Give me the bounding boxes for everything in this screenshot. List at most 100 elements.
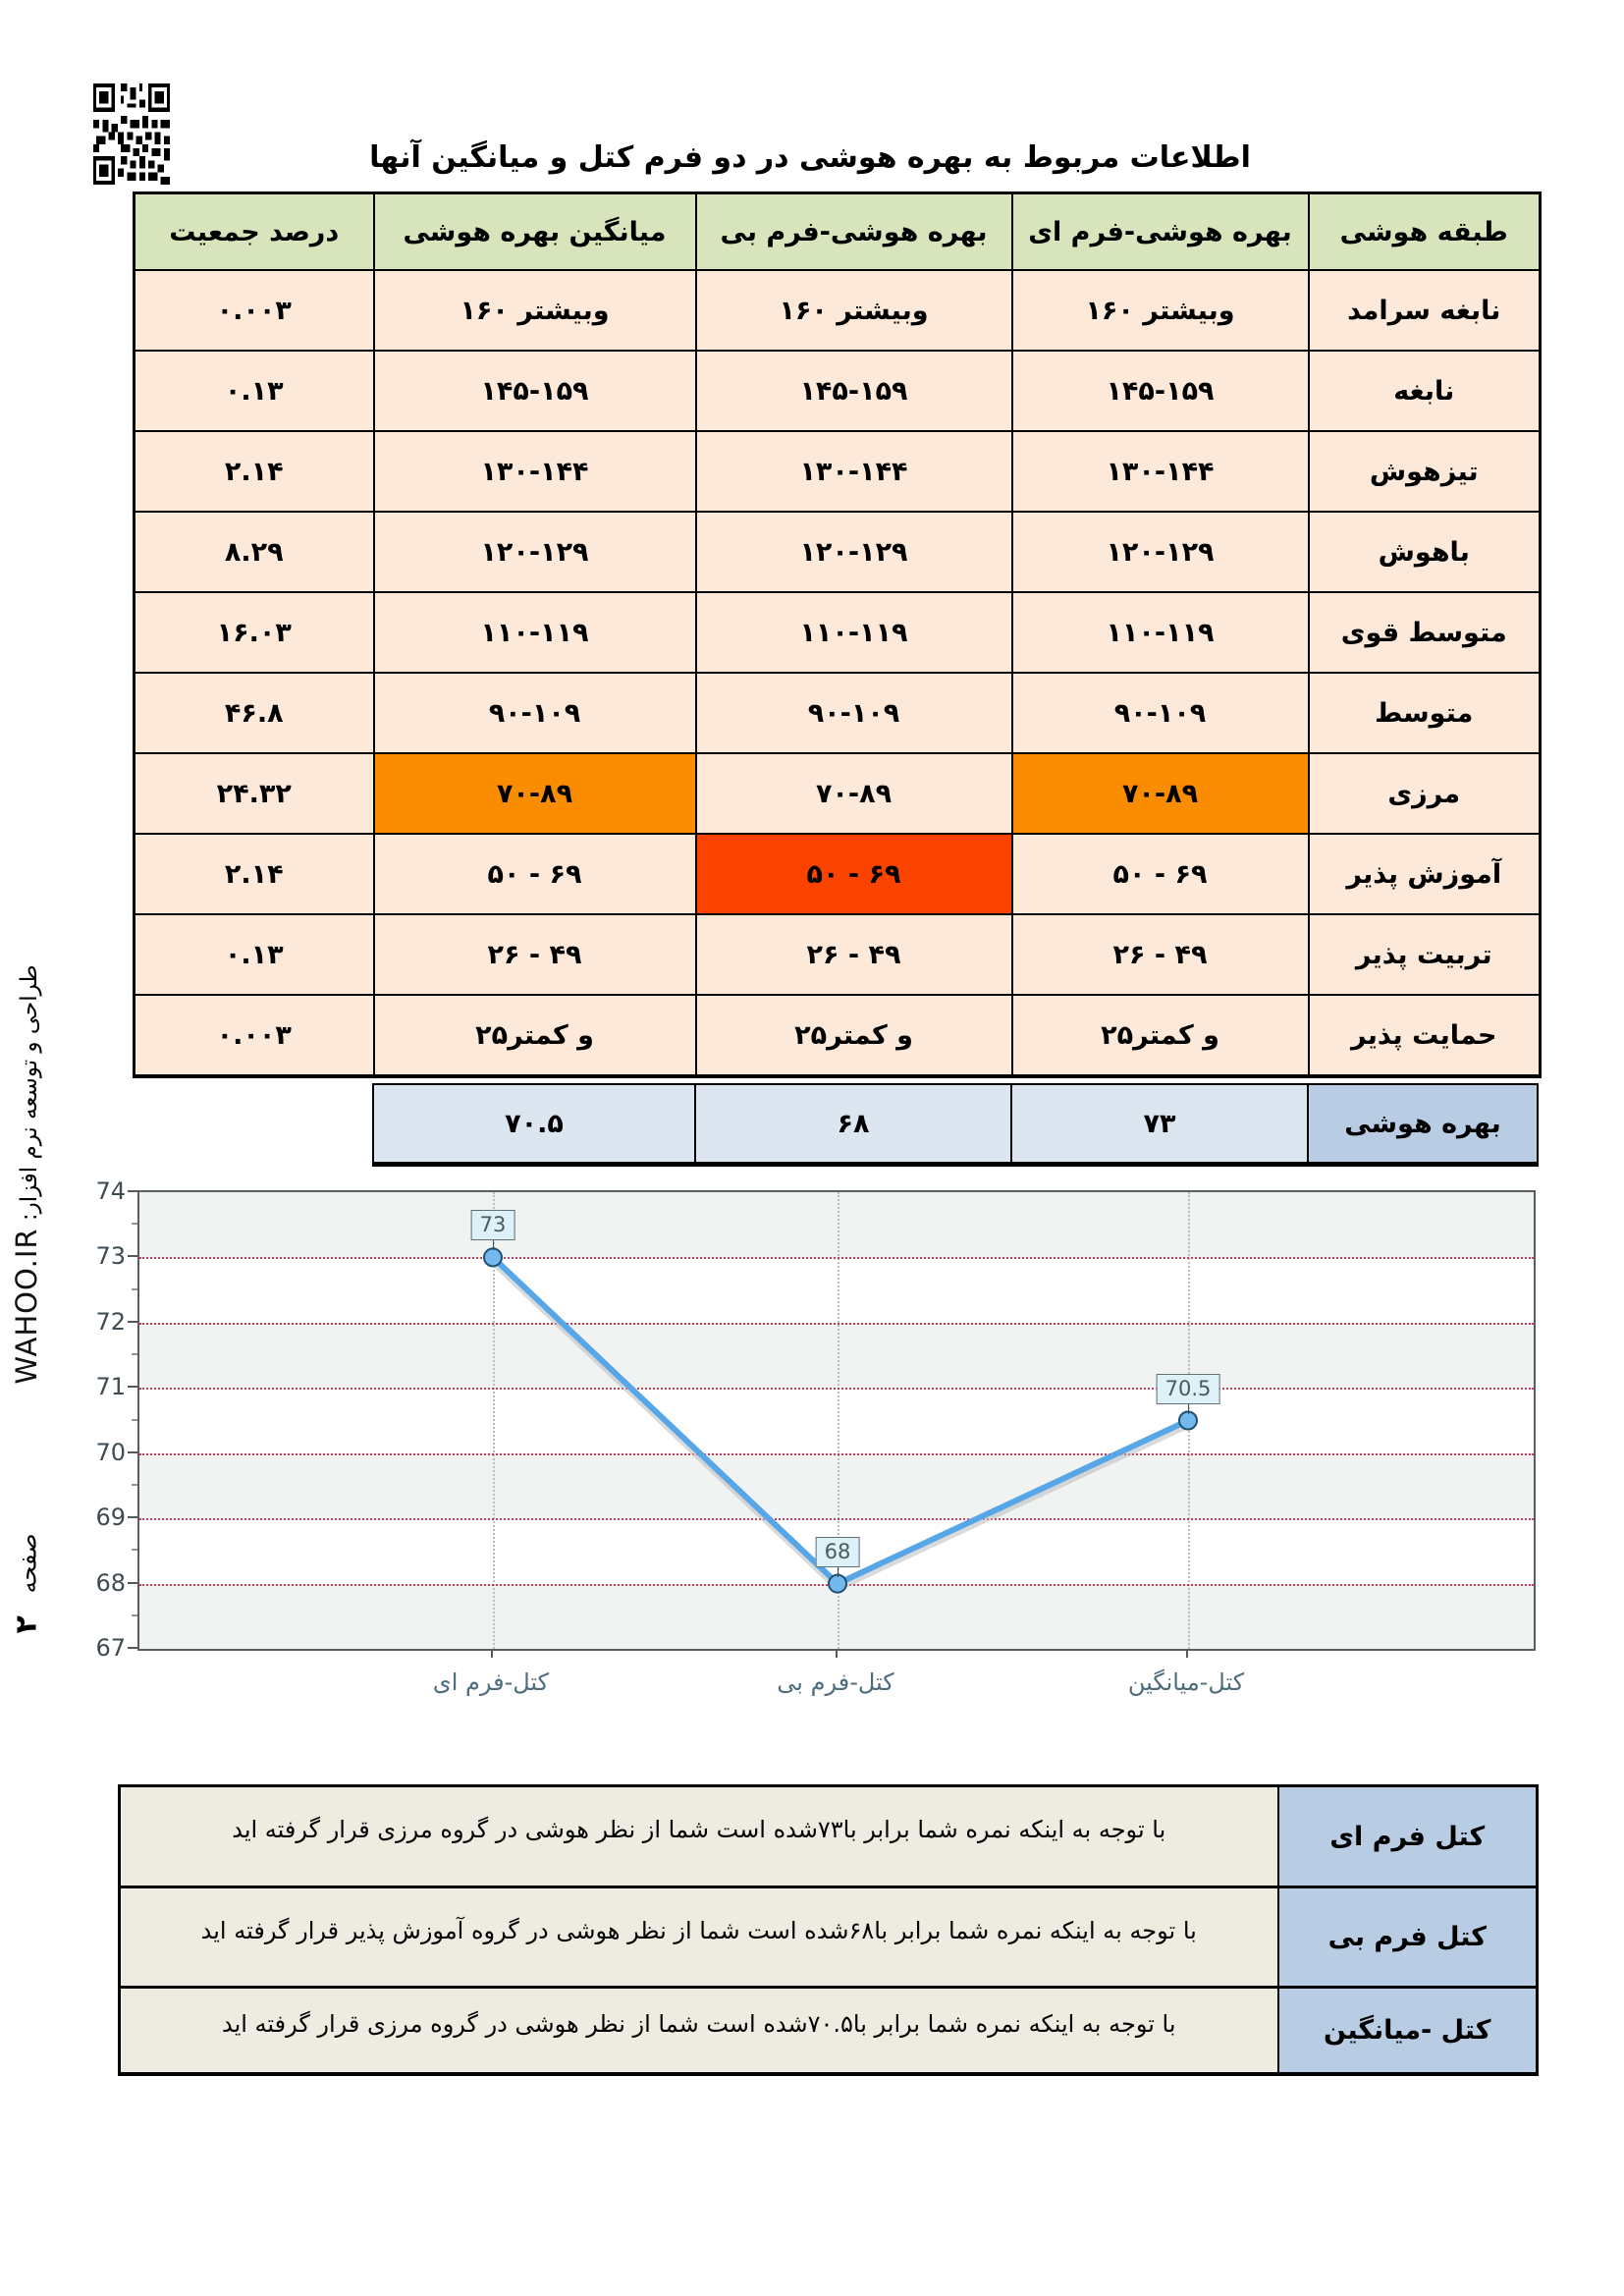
- iq-table-cell-form_b: ۱۱۰-۱۱۹: [694, 591, 1013, 674]
- qr-code: [93, 83, 170, 185]
- iq-table-cell-mean: ۱۲۰-۱۲۹: [372, 511, 697, 593]
- iq-table-cell-class: نابغه سرامد: [1307, 269, 1542, 352]
- iq-summary-row: بهره هوشی ۷۳ ۶۸ ۷۰.۵: [372, 1083, 1539, 1167]
- x-axis-label: کتل-میانگین: [1127, 1668, 1245, 1696]
- iq-table-row: مرزی ۷۰-۸۹ ۷۰-۸۹ ۷۰-۸۹ ۲۴.۳۲: [133, 752, 1542, 835]
- iq-table-cell-percent: ۰.۰۰۳: [133, 994, 375, 1078]
- iq-table-cell-mean: ۱۳۰-۱۴۴: [372, 430, 697, 513]
- iq-table-cell-form_a: ۱۱۰-۱۱۹: [1010, 591, 1310, 674]
- iq-table-cell-form_a: وبیشتر ۱۶۰: [1010, 269, 1310, 352]
- iq-table-cell-form_b: ۹۰-۱۰۹: [694, 672, 1013, 754]
- summary-cell-label: بهره هوشی: [1307, 1083, 1539, 1166]
- summary-cell-form_b: ۶۸: [694, 1083, 1012, 1166]
- iq-table-cell-form_a: ۹۰-۱۰۹: [1010, 672, 1310, 754]
- iq-classification-table: طبقه هوشی بهره هوشی-فرم ای بهره هوشی-فرم ب…: [133, 191, 1542, 1078]
- y-axis-label: 74: [95, 1177, 126, 1205]
- y-axis-minor-tick: [132, 1418, 137, 1421]
- iq-table-cell-form_a: ۷۰-۸۹: [1010, 752, 1310, 835]
- results-label-cell: کتل فرم ای: [1276, 1784, 1539, 1888]
- iq-table-cell-form_b: و کمتر۲۵: [694, 994, 1013, 1078]
- iq-line-chart: 73 68 70.5 74 73 72 71 70 69 68 67 کتل-فرم ای کتل-ف…: [95, 1177, 1536, 1696]
- y-axis-tick: [128, 1647, 137, 1649]
- y-axis-minor-tick: [132, 1483, 137, 1486]
- y-axis-label: 68: [95, 1568, 126, 1597]
- iq-table-cell-mean: ۵۰ - ۶۹: [372, 833, 697, 915]
- iq-table-cell-form_b: وبیشتر ۱۶۰: [694, 269, 1013, 352]
- data-point-label: 70.5: [1156, 1373, 1220, 1404]
- y-axis-minor-tick: [132, 1287, 137, 1290]
- results-text-cell: با توجه به اینکه نمره شما برابر با۷۳شده …: [118, 1784, 1279, 1888]
- iq-table-row: آموزش پذیر ۵۰ - ۶۹ ۵۰ - ۶۹ ۵۰ - ۶۹ ۲.۱۴: [133, 833, 1542, 915]
- y-axis-label: 70: [95, 1438, 126, 1466]
- chart-gridline: [139, 1322, 1534, 1325]
- iq-table-row: متوسط ۹۰-۱۰۹ ۹۰-۱۰۹ ۹۰-۱۰۹ ۴۶.۸: [133, 672, 1542, 754]
- iq-table-cell-mean: ۱۴۵-۱۵۹: [372, 350, 697, 432]
- iq-table-cell-form_b: ۱۴۵-۱۵۹: [694, 350, 1013, 432]
- x-axis-tick: [836, 1649, 838, 1658]
- results-row: کتل فرم بی با توجه به اینکه نمره شما براب…: [118, 1886, 1539, 1989]
- data-point-label: 73: [470, 1210, 515, 1241]
- page-number-value: ۲: [9, 1615, 44, 1634]
- iq-table-header-cell: طبقه هوشی: [1307, 191, 1542, 271]
- iq-table-cell-form_a: ۱۲۰-۱۲۹: [1010, 511, 1310, 593]
- chart-band: [139, 1192, 1534, 1258]
- y-axis-tick: [128, 1516, 137, 1519]
- iq-table-cell-mean: و کمتر۲۵: [372, 994, 697, 1078]
- iq-table-cell-form_b: ۱۲۰-۱۲۹: [694, 511, 1013, 593]
- iq-table-cell-class: حمایت پذیر: [1307, 994, 1542, 1078]
- iq-table-cell-form_b: ۵۰ - ۶۹: [694, 833, 1013, 915]
- y-axis-tick: [128, 1450, 137, 1453]
- x-axis-tick: [1186, 1649, 1188, 1658]
- iq-table-row: تربیت پذیر ۲۶ - ۴۹ ۲۶ - ۴۹ ۲۶ - ۴۹ ۰.۱۳: [133, 913, 1542, 996]
- iq-table-header-cell: بهره هوشی-فرم ای: [1010, 191, 1310, 271]
- iq-table-cell-form_a: ۱۴۵-۱۵۹: [1010, 350, 1310, 432]
- results-table: کتل فرم ای با توجه به اینکه نمره شما براب…: [118, 1784, 1539, 2076]
- iq-table-cell-form_b: ۱۳۰-۱۴۴: [694, 430, 1013, 513]
- iq-table-cell-mean: ۹۰-۱۰۹: [372, 672, 697, 754]
- iq-table-cell-class: تربیت پذیر: [1307, 913, 1542, 996]
- iq-table-cell-percent: ۲۴.۳۲: [133, 752, 375, 835]
- data-point-marker: [828, 1573, 847, 1594]
- iq-table-cell-form_a: ۵۰ - ۶۹: [1010, 833, 1310, 915]
- iq-table-cell-class: تیزهوش: [1307, 430, 1542, 513]
- iq-table-cell-class: آموزش پذیر: [1307, 833, 1542, 915]
- results-label-cell: کتل -میانگین: [1276, 1986, 1539, 2076]
- y-axis-label: 71: [95, 1373, 126, 1401]
- iq-table-cell-mean: ۲۶ - ۴۹: [372, 913, 697, 996]
- data-label-connector: [838, 1566, 839, 1577]
- results-text-cell: با توجه به اینکه نمره شما برابر با۶۸شده …: [118, 1886, 1279, 1989]
- iq-table-cell-percent: ۰.۰۰۳: [133, 269, 375, 352]
- sidebar-credit: طراحی و توسعه نرم افزار: WAHOO.IR: [10, 904, 49, 1445]
- page-title: اطلاعات مربوط به بهره هوشی در دو فرم کتل…: [369, 140, 1251, 175]
- iq-table-cell-percent: ۰.۱۳: [133, 913, 375, 996]
- chart-category-line: [838, 1192, 839, 1649]
- results-text-cell: با توجه به اینکه نمره شما برابر با۷۰.۵شد…: [118, 1986, 1279, 2076]
- iq-table-row: باهوش ۱۲۰-۱۲۹ ۱۲۰-۱۲۹ ۱۲۰-۱۲۹ ۸.۲۹: [133, 511, 1542, 593]
- iq-table-cell-percent: ۰.۱۳: [133, 350, 375, 432]
- iq-table-cell-class: متوسط قوی: [1307, 591, 1542, 674]
- iq-table-row: نابغه سرامد وبیشتر ۱۶۰ وبیشتر ۱۶۰ وبیشتر ۱۶…: [133, 269, 1542, 352]
- page-number: صفحه ۲: [10, 1515, 44, 1653]
- iq-table-cell-form_b: ۲۶ - ۴۹: [694, 913, 1013, 996]
- x-axis-label: کتل-فرم بی: [777, 1668, 894, 1696]
- data-label-connector: [493, 1240, 494, 1251]
- iq-table-header-cell: درصد جمعیت: [133, 191, 375, 271]
- iq-table-header-row: طبقه هوشی بهره هوشی-فرم ای بهره هوشی-فرم ب…: [133, 191, 1542, 271]
- chart-band: [139, 1388, 1534, 1453]
- credit-site: WAHOO.IR: [10, 1228, 43, 1385]
- iq-table-row: حمایت پذیر و کمتر۲۵ و کمتر۲۵ و کمتر۲۵ ۰.۰۰۳: [133, 994, 1542, 1078]
- data-point-marker: [483, 1247, 503, 1268]
- iq-table-row: متوسط قوی ۱۱۰-۱۱۹ ۱۱۰-۱۱۹ ۱۱۰-۱۱۹ ۱۶.۰۳: [133, 591, 1542, 674]
- iq-table-cell-class: مرزی: [1307, 752, 1542, 835]
- iq-table-cell-percent: ۸.۲۹: [133, 511, 375, 593]
- y-axis-tick: [128, 1320, 137, 1323]
- results-row: کتل فرم ای با توجه به اینکه نمره شما براب…: [118, 1784, 1539, 1888]
- y-axis-label: 72: [95, 1307, 126, 1336]
- iq-table-cell-mean: وبیشتر ۱۶۰: [372, 269, 697, 352]
- chart-gridline: [139, 1388, 1534, 1391]
- y-axis-label: 73: [95, 1242, 126, 1271]
- summary-cell-mean: ۷۰.۵: [372, 1083, 696, 1166]
- iq-table-cell-percent: ۲.۱۴: [133, 833, 375, 915]
- results-row: کتل -میانگین با توجه به اینکه نمره شما بر…: [118, 1986, 1539, 2076]
